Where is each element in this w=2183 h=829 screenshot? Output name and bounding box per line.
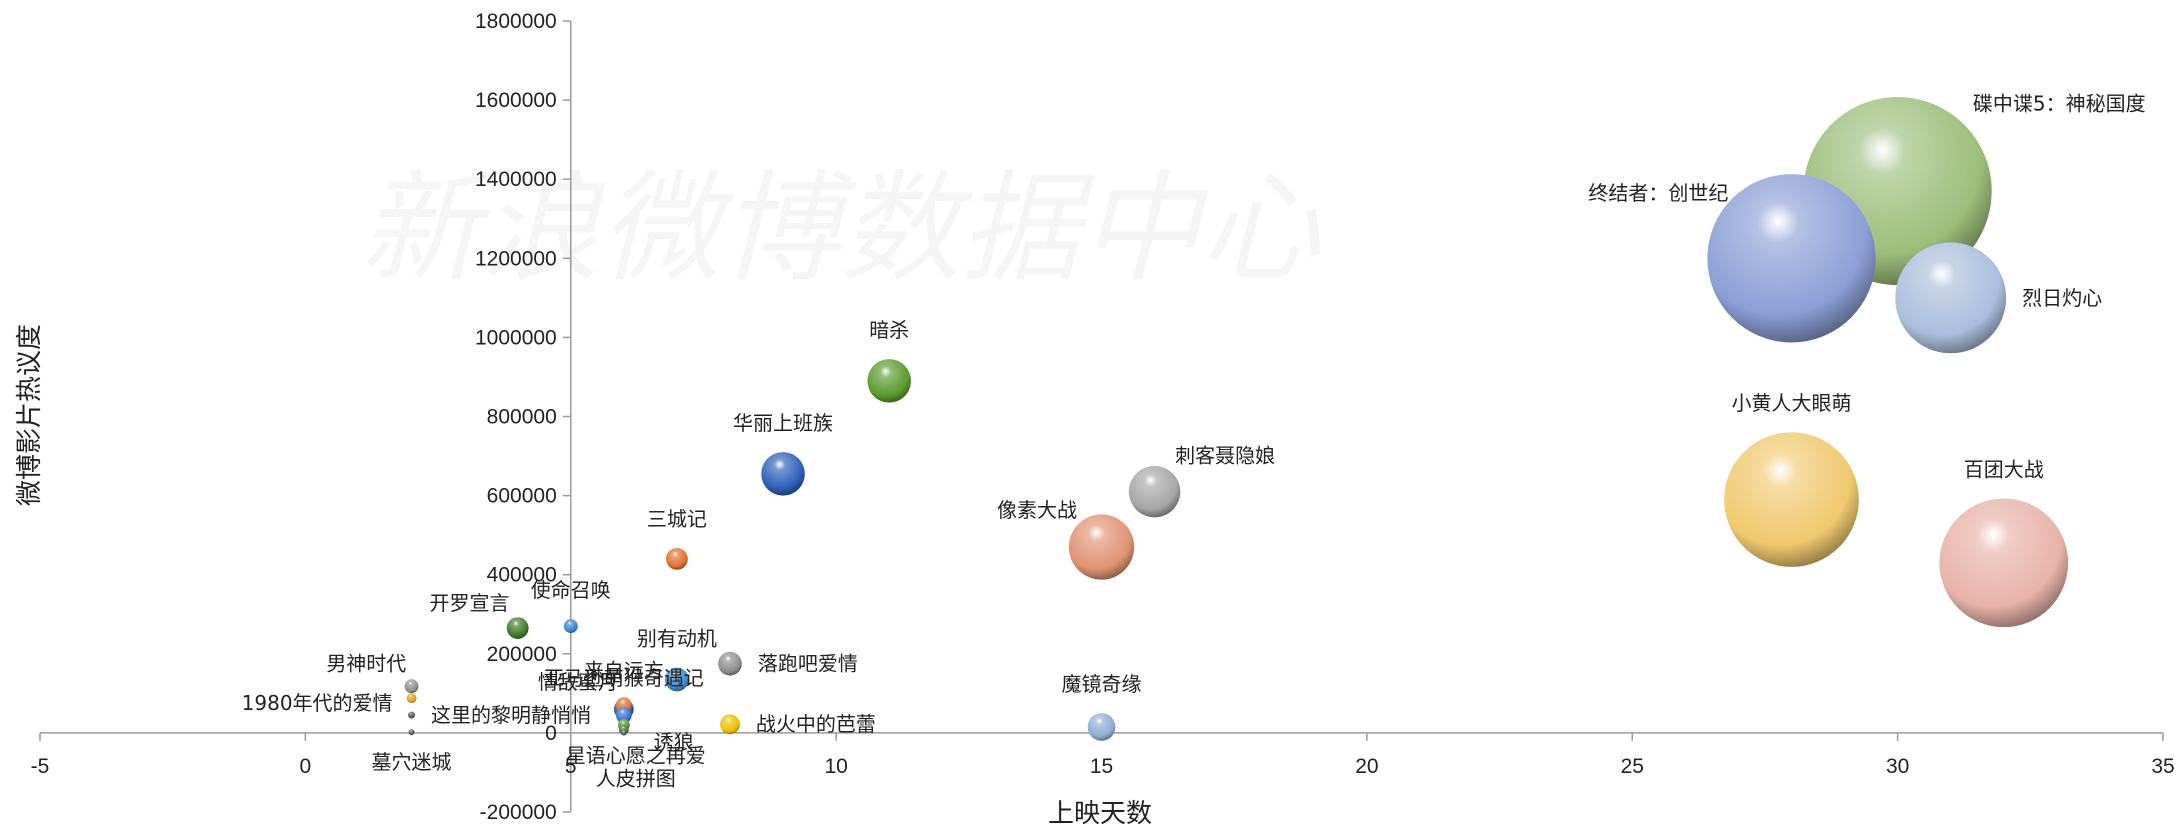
bubble-label: 人皮拼图 [596,767,676,791]
y-tick-label: 0 [545,722,557,745]
y-tick-label: -200000 [480,801,557,824]
bubble-label: 华丽上班族 [733,411,833,435]
bubble [1087,713,1116,741]
bubble [1895,242,2007,354]
x-tick-label: 5 [565,755,577,778]
axes-group: -5 0 5 10 15 20 25 30 35-20000002000004000006000… [31,10,2175,824]
bubble-label: 暗杀 [869,318,909,342]
bubble-label: 诱狼 [654,730,694,754]
y-tick-label: 1600000 [475,89,557,112]
bubble-label: 1980年代的爱情 [242,691,393,715]
bubble [1724,432,1859,567]
bubble-label: 开罗宣言 [430,591,510,615]
x-tick-label: 25 [1621,755,1644,778]
bubble [666,547,688,570]
bubble [1068,514,1135,580]
y-tick-label: 1800000 [475,10,557,33]
bubble [615,707,632,724]
x-tick-label: 35 [2151,755,2174,778]
bubble-label: 三城记 [647,507,707,531]
bubble-label: 墓穴迷城 [372,750,452,774]
bubble-label: 来自远方 [584,658,664,682]
bubble [867,359,911,403]
bubble-label: 烈日灼心 [2022,286,2102,310]
bubble-label: 星语心愿之再爱 [566,744,706,768]
bubble [1128,465,1181,518]
bubble-label: 终结者：创世纪 [1588,181,1728,205]
bubble [404,679,419,694]
bubble [620,729,627,736]
bubble [761,452,805,496]
x-tick-label: 10 [824,755,847,778]
x-tick-label: 0 [300,755,312,778]
bubble-label: 落跑吧爱情 [758,652,858,676]
bubble [563,619,578,634]
bubble [720,714,740,735]
bubble-label: 战火中的芭蕾 [756,712,876,736]
x-tick-label: 15 [1090,755,1113,778]
y-tick-label: 1000000 [475,326,557,349]
bubble [665,667,689,692]
y-tick-label: 600000 [487,485,557,508]
y-tick-label: 400000 [487,564,557,587]
bubble-label: 男神时代 [326,651,406,675]
x-tick-label: 20 [1355,755,1378,778]
bubble-label: 像素大战 [997,498,1077,522]
y-tick-label: 1200000 [475,247,557,270]
bubble [506,617,529,639]
bubble-label: 亚马逊萌猴奇遇记 [544,666,704,690]
bubble-label: 碟中谍5：神秘国度 [1973,92,2146,116]
x-axis-title: 上映天数 [1048,799,1152,829]
bubble [1939,498,2069,628]
bubble-label: 别有动机 [637,627,717,651]
bubble [408,729,415,736]
y-tick-label: 1400000 [475,168,557,191]
bubble-label: 情敌蜜月 [538,670,618,694]
bubble-label: 百团大战 [1964,457,2044,481]
bubble [408,711,415,719]
y-axis-title: 微博影片热议度 [15,324,45,506]
bubble [406,693,417,704]
y-tick-label: 200000 [487,643,557,666]
y-tick-label: 800000 [487,406,557,429]
bubble [718,651,742,676]
x-tick-label: 30 [1886,755,1909,778]
x-tick-label: -5 [31,755,50,778]
bubble-label: 小黄人大眼萌 [1731,391,1851,415]
bubble-label: 刺客聂隐娘 [1175,443,1275,467]
bubble-label: 这里的黎明静悄悄 [431,703,591,727]
bubble-label: 使命召唤 [531,578,611,602]
bubble-label: 魔镜奇缘 [1062,672,1142,696]
bubble [1707,174,1876,343]
bubbles-group [404,97,2069,741]
